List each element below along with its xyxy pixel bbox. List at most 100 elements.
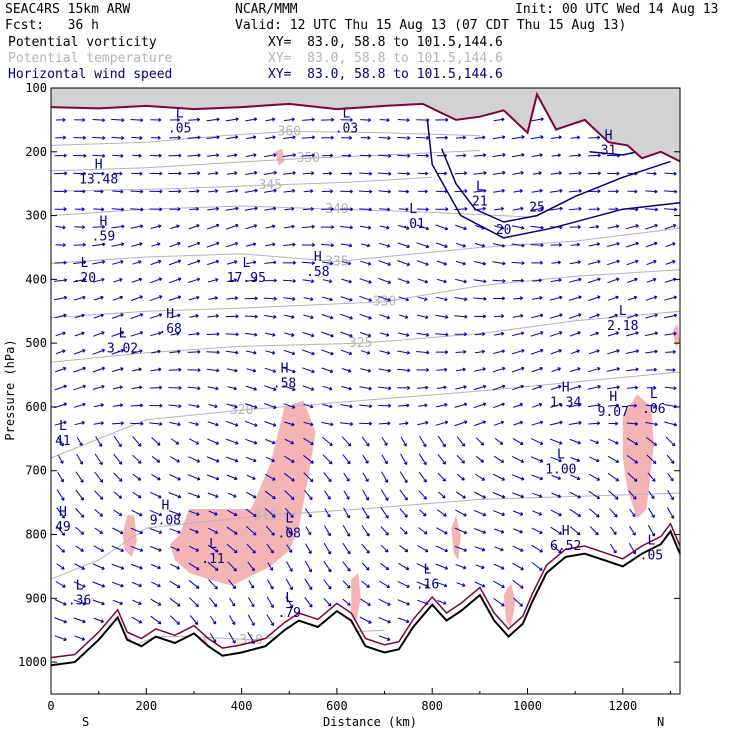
wind-vector	[284, 421, 295, 427]
wind-vector	[320, 117, 335, 122]
wind-vector	[418, 403, 428, 408]
wind-vector	[607, 277, 620, 284]
wind-vector	[94, 471, 104, 483]
wind-vector	[378, 277, 392, 284]
wind-vector	[73, 153, 87, 158]
wind-vector	[55, 117, 66, 122]
wind-vector	[169, 349, 181, 354]
wind-vector	[569, 438, 581, 445]
wind-vector	[284, 224, 295, 229]
extremum-type-label: H	[314, 250, 322, 265]
wind-vector	[75, 508, 85, 518]
wind-vector	[417, 314, 429, 320]
pv-anomaly-region	[672, 324, 680, 347]
wind-vector	[189, 528, 199, 534]
wind-vector	[324, 525, 331, 537]
wind-vector	[169, 241, 181, 248]
wind-vector	[437, 600, 447, 605]
wind-vector	[492, 243, 506, 248]
wind-vector	[665, 260, 676, 265]
wind-vector	[550, 278, 562, 283]
wind-vector	[227, 171, 238, 175]
wind-vector	[267, 562, 274, 571]
wind-vector	[473, 279, 487, 284]
wind-vector	[55, 243, 66, 248]
wind-vector	[454, 527, 468, 535]
wind-vector	[626, 437, 639, 446]
wind-vector	[588, 189, 601, 194]
wind-vector	[266, 543, 274, 554]
wind-vector	[531, 544, 543, 553]
wind-vector	[264, 421, 277, 427]
wind-vector	[589, 331, 599, 337]
wind-vector	[149, 313, 163, 319]
wind-vector	[608, 295, 619, 301]
wind-vector	[149, 509, 163, 517]
wind-vector	[187, 259, 201, 266]
wind-vector	[569, 526, 581, 536]
near-surface-pv-contour	[50, 522, 681, 659]
wind-vector	[513, 189, 523, 193]
wind-vector	[437, 435, 446, 448]
wind-vector	[54, 599, 67, 606]
wind-vector	[282, 278, 296, 283]
wind-vector	[550, 135, 562, 140]
wind-vector	[130, 207, 144, 212]
wind-vector	[169, 597, 181, 607]
wind-vector	[645, 404, 658, 408]
theta-contour-label: 335	[325, 255, 348, 270]
wind-vector	[169, 580, 181, 588]
wind-vector	[74, 313, 85, 319]
theta-contour-label: 340	[325, 202, 348, 217]
wind-vector	[340, 404, 353, 409]
wind-vector	[397, 118, 410, 123]
wind-vector	[397, 599, 410, 606]
extrema-label-layer: H13.48H.59L.20L3.02H.68L17.95H.58H.58L.0…	[55, 106, 665, 621]
wind-vector	[303, 403, 314, 409]
extremum-type-label: H	[59, 505, 67, 520]
axes-layer: 0 200 400 600 800 1000 1200 100 200 300 400 500 600 7…	[18, 81, 680, 713]
theta-contour-350	[50, 150, 480, 172]
wind-vector	[645, 421, 658, 427]
wind-vector	[226, 456, 239, 463]
wind-vector	[416, 260, 429, 266]
wind-vector	[74, 563, 85, 570]
wind-vector	[302, 153, 315, 158]
wind-vector	[323, 560, 332, 573]
wind-vector	[456, 473, 465, 481]
wind-vector	[245, 508, 257, 517]
wind-vector	[359, 171, 373, 176]
wind-vector	[73, 171, 87, 176]
wind-vector	[360, 368, 372, 373]
wind-vector	[398, 296, 410, 302]
wind-vector	[55, 225, 66, 230]
wind-vector	[208, 189, 219, 193]
wind-vector	[569, 508, 582, 517]
wind-vector	[645, 295, 658, 301]
wind-vector	[111, 242, 125, 247]
extremum-value-label: 6.52	[550, 539, 581, 554]
wind-vector	[549, 206, 563, 211]
wind-vector	[112, 153, 124, 158]
wind-vector	[339, 422, 354, 426]
wind-vector	[456, 436, 466, 447]
extremum-type-label: H	[281, 361, 289, 376]
wind-vector	[112, 295, 124, 301]
wind-vector	[397, 242, 410, 249]
y-tick-label: 400	[25, 272, 47, 286]
wind-vector	[111, 563, 125, 570]
extremum-type-label: H	[562, 524, 570, 539]
wind-vector	[188, 510, 200, 516]
wind-vector-layer	[54, 117, 678, 644]
wind-vector	[111, 136, 125, 141]
wind-vector	[245, 224, 258, 230]
wind-vector	[416, 135, 430, 140]
wind-vector	[247, 614, 255, 626]
wind-vector	[245, 526, 257, 536]
wind-vector	[93, 545, 105, 552]
tropopause-pv-contour	[50, 91, 681, 163]
wind-vector	[511, 455, 525, 463]
wind-vector	[168, 404, 182, 409]
y-tick-label: 800	[25, 528, 47, 542]
wind-vector	[73, 581, 86, 588]
